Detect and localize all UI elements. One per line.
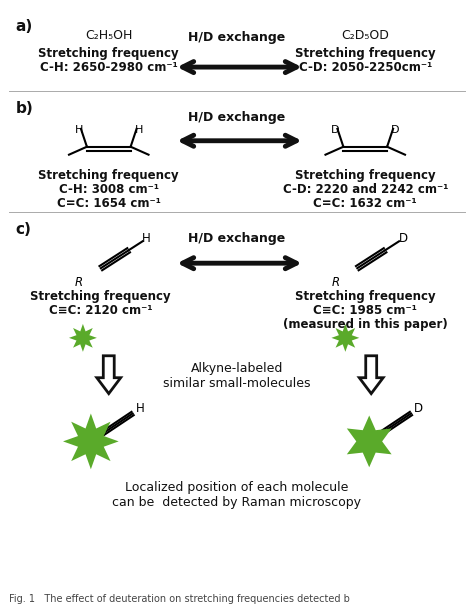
Text: C≡C: 1985 cm⁻¹: C≡C: 1985 cm⁻¹: [313, 304, 417, 317]
Polygon shape: [69, 324, 97, 352]
Text: R: R: [75, 276, 83, 289]
Text: similar small-molecules: similar small-molecules: [163, 376, 311, 390]
Text: a): a): [15, 19, 33, 34]
Text: C=C: 1632 cm⁻¹: C=C: 1632 cm⁻¹: [313, 197, 417, 210]
Text: H: H: [136, 402, 145, 415]
Text: R: R: [331, 276, 339, 289]
Polygon shape: [347, 416, 392, 467]
Text: Stretching frequency: Stretching frequency: [295, 47, 436, 60]
Polygon shape: [359, 356, 383, 394]
Text: Fig. 1   The effect of deuteration on stretching frequencies detected b: Fig. 1 The effect of deuteration on stre…: [9, 593, 350, 604]
Text: b): b): [15, 101, 33, 116]
Text: Stretching frequency: Stretching frequency: [295, 169, 436, 181]
Text: D: D: [399, 232, 408, 245]
Text: (measured in this paper): (measured in this paper): [283, 318, 447, 331]
Polygon shape: [331, 324, 359, 352]
Text: H/D exchange: H/D exchange: [188, 31, 286, 44]
Text: D: D: [414, 402, 423, 415]
Text: D: D: [331, 125, 340, 135]
Text: H: H: [75, 125, 83, 135]
Text: H/D exchange: H/D exchange: [188, 111, 286, 124]
Text: Localized position of each molecule: Localized position of each molecule: [125, 481, 349, 494]
Text: C-H: 3008 cm⁻¹: C-H: 3008 cm⁻¹: [59, 183, 159, 196]
Text: H: H: [142, 232, 151, 245]
Text: Stretching frequency: Stretching frequency: [38, 47, 179, 60]
Text: C-D: 2050-2250cm⁻¹: C-D: 2050-2250cm⁻¹: [299, 61, 432, 74]
Text: Stretching frequency: Stretching frequency: [38, 169, 179, 181]
Text: C-H: 2650-2980 cm⁻¹: C-H: 2650-2980 cm⁻¹: [40, 61, 178, 74]
Polygon shape: [63, 414, 118, 470]
Text: C≡C: 2120 cm⁻¹: C≡C: 2120 cm⁻¹: [49, 304, 153, 317]
Text: Stretching frequency: Stretching frequency: [295, 290, 436, 303]
Text: Alkyne-labeled: Alkyne-labeled: [191, 362, 283, 375]
Text: C₂H₅OH: C₂H₅OH: [85, 29, 132, 42]
Text: C-D: 2220 and 2242 cm⁻¹: C-D: 2220 and 2242 cm⁻¹: [283, 183, 448, 196]
Text: H: H: [135, 125, 143, 135]
Text: Stretching frequency: Stretching frequency: [30, 290, 171, 303]
Polygon shape: [97, 356, 121, 394]
Text: D: D: [391, 125, 399, 135]
Text: c): c): [15, 223, 31, 237]
Text: C₂D₅OD: C₂D₅OD: [341, 29, 389, 42]
Text: H/D exchange: H/D exchange: [188, 232, 286, 245]
Text: C=C: 1654 cm⁻¹: C=C: 1654 cm⁻¹: [57, 197, 161, 210]
Text: can be  detected by Raman microscopy: can be detected by Raman microscopy: [112, 496, 362, 509]
